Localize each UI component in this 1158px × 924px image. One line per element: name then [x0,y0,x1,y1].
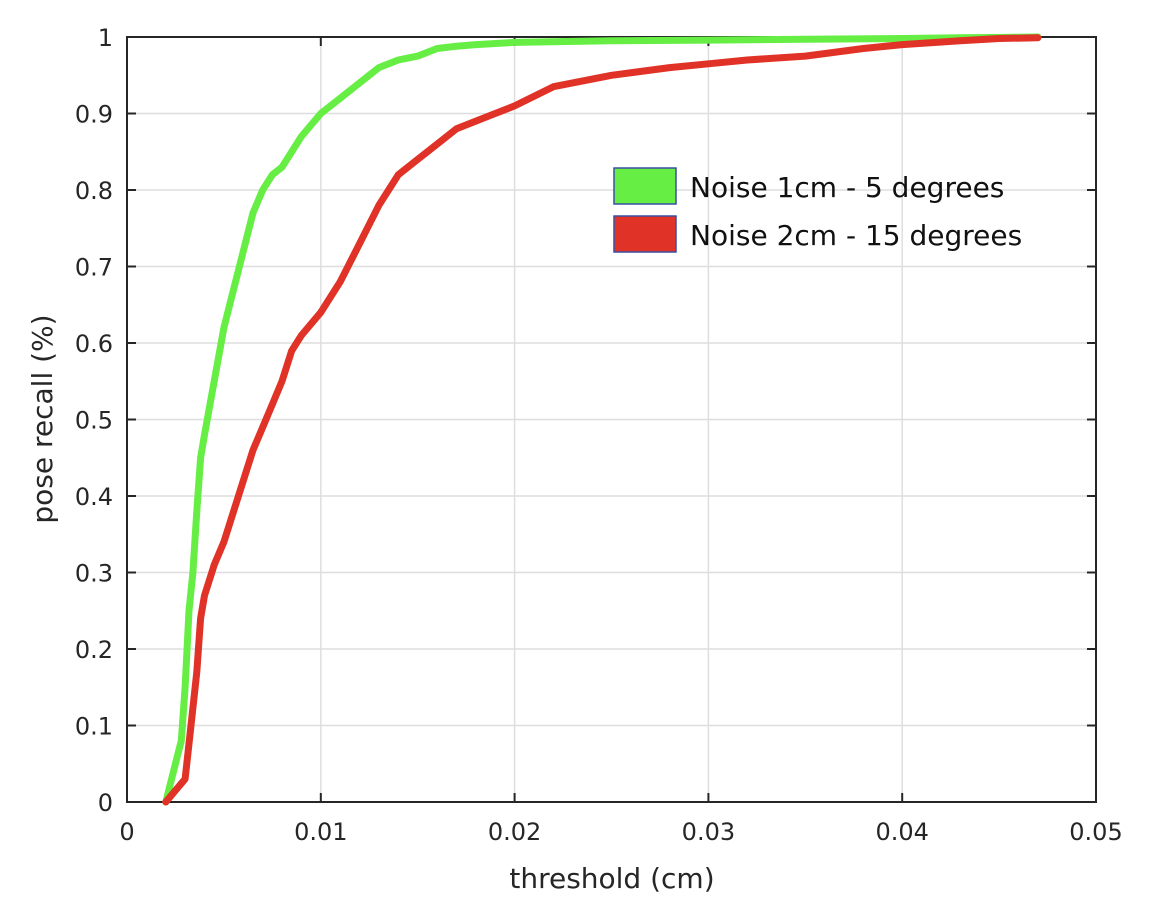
legend-label-2: Noise 2cm - 15 degrees [690,219,1022,252]
y-tick-label: 0.9 [75,101,113,129]
x-tick-label: 0.01 [294,818,347,846]
y-tick-label: 1 [98,24,113,52]
x-tick-label: 0.04 [875,818,928,846]
x-axis-label: threshold (cm) [509,862,714,895]
y-axis-label: pose recall (%) [26,314,59,523]
legend-label-1: Noise 1cm - 5 degrees [690,171,1004,204]
y-tick-label: 0.8 [75,177,113,205]
x-tick-label: 0.05 [1069,818,1122,846]
y-tick-label: 0.3 [75,560,113,588]
y-tick-label: 0.1 [75,713,113,741]
y-tick-label: 0.5 [75,407,113,435]
legend-swatch-2 [613,215,677,253]
axis-ticks: 0 0.01 0.02 0.03 0.04 0.05 0 0.1 0.2 0.3 0.4 0.5 0.6… [75,24,1123,846]
y-tick-label: 0.7 [75,254,113,282]
legend-swatch-1 [613,167,677,205]
y-tick-label: 0.4 [75,483,113,511]
series-line-1 [162,33,1042,806]
y-tick-label: 0.6 [75,330,113,358]
series-lines [162,33,1042,806]
y-tick-label: 0 [98,789,113,817]
x-tick-label: 0.02 [488,818,541,846]
x-tick-label: 0 [119,818,134,846]
legend: Noise 1cm - 5 degrees Noise 2cm - 15 degr… [613,167,1022,253]
x-tick-label: 0.03 [682,818,735,846]
y-tick-label: 0.2 [75,636,113,664]
series-line-2 [162,34,1042,806]
